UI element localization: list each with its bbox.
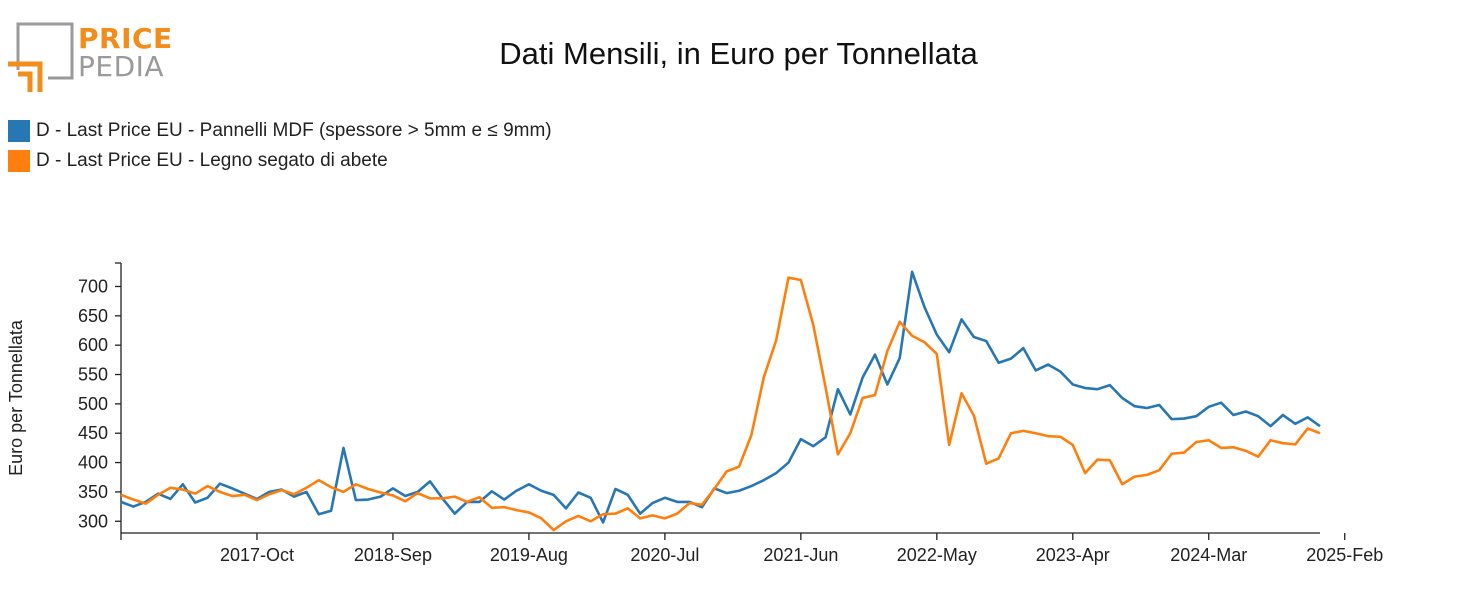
series-line-2 <box>120 276 1321 532</box>
x-tick-label: 2018-Sep <box>354 545 432 565</box>
legend-item-series-1[interactable]: D - Last Price EU - Pannelli MDF (spesso… <box>8 120 552 142</box>
x-tick-label: 2024-Mar <box>1170 545 1247 565</box>
legend-label-series-2: D - Last Price EU - Legno segato di abet… <box>36 150 388 171</box>
y-tick-label: 600 <box>78 335 108 355</box>
y-tick-label: 500 <box>78 394 108 414</box>
x-tick-label: 2023-Apr <box>1036 545 1110 565</box>
y-tick-label: 650 <box>78 306 108 326</box>
chart-title: Dati Mensili, in Euro per Tonnellata <box>499 36 978 71</box>
logo-text-pedia: PEDIA <box>78 50 165 83</box>
series-line-1 <box>120 270 1321 524</box>
x-tick-label: 2019-Aug <box>490 545 568 565</box>
x-tick-label: 2021-Jun <box>763 545 838 565</box>
y-tick-label: 300 <box>78 511 108 531</box>
logo-text-price: PRICE <box>78 22 173 55</box>
x-tick-label: 2020-Jul <box>630 545 699 565</box>
x-tick-label: 2017-Oct <box>220 545 294 565</box>
logo-mark-icon <box>8 22 74 92</box>
chart-axes: 300 350 400 450 500 550 600 650 700 2017-Oct 2018-… <box>6 262 1383 565</box>
x-tick-label: 2022-May <box>897 545 977 565</box>
legend-swatch-series-2 <box>8 150 30 172</box>
y-axis-title: Euro per Tonnellata <box>6 319 26 476</box>
y-tick-label: 450 <box>78 423 108 443</box>
chart-lines <box>120 270 1321 532</box>
y-tick-label: 700 <box>78 276 108 296</box>
y-tick-label: 550 <box>78 365 108 385</box>
legend-label-series-1: D - Last Price EU - Pannelli MDF (spesso… <box>36 120 552 141</box>
pricepedia-logo: PRICE PEDIA <box>6 20 172 95</box>
y-tick-label: 350 <box>78 482 108 502</box>
x-tick-label: 2025-Feb <box>1306 545 1383 565</box>
legend-item-series-2[interactable]: D - Last Price EU - Legno segato di abet… <box>8 150 388 172</box>
y-tick-label: 400 <box>78 453 108 473</box>
legend-swatch-series-1 <box>8 120 30 142</box>
